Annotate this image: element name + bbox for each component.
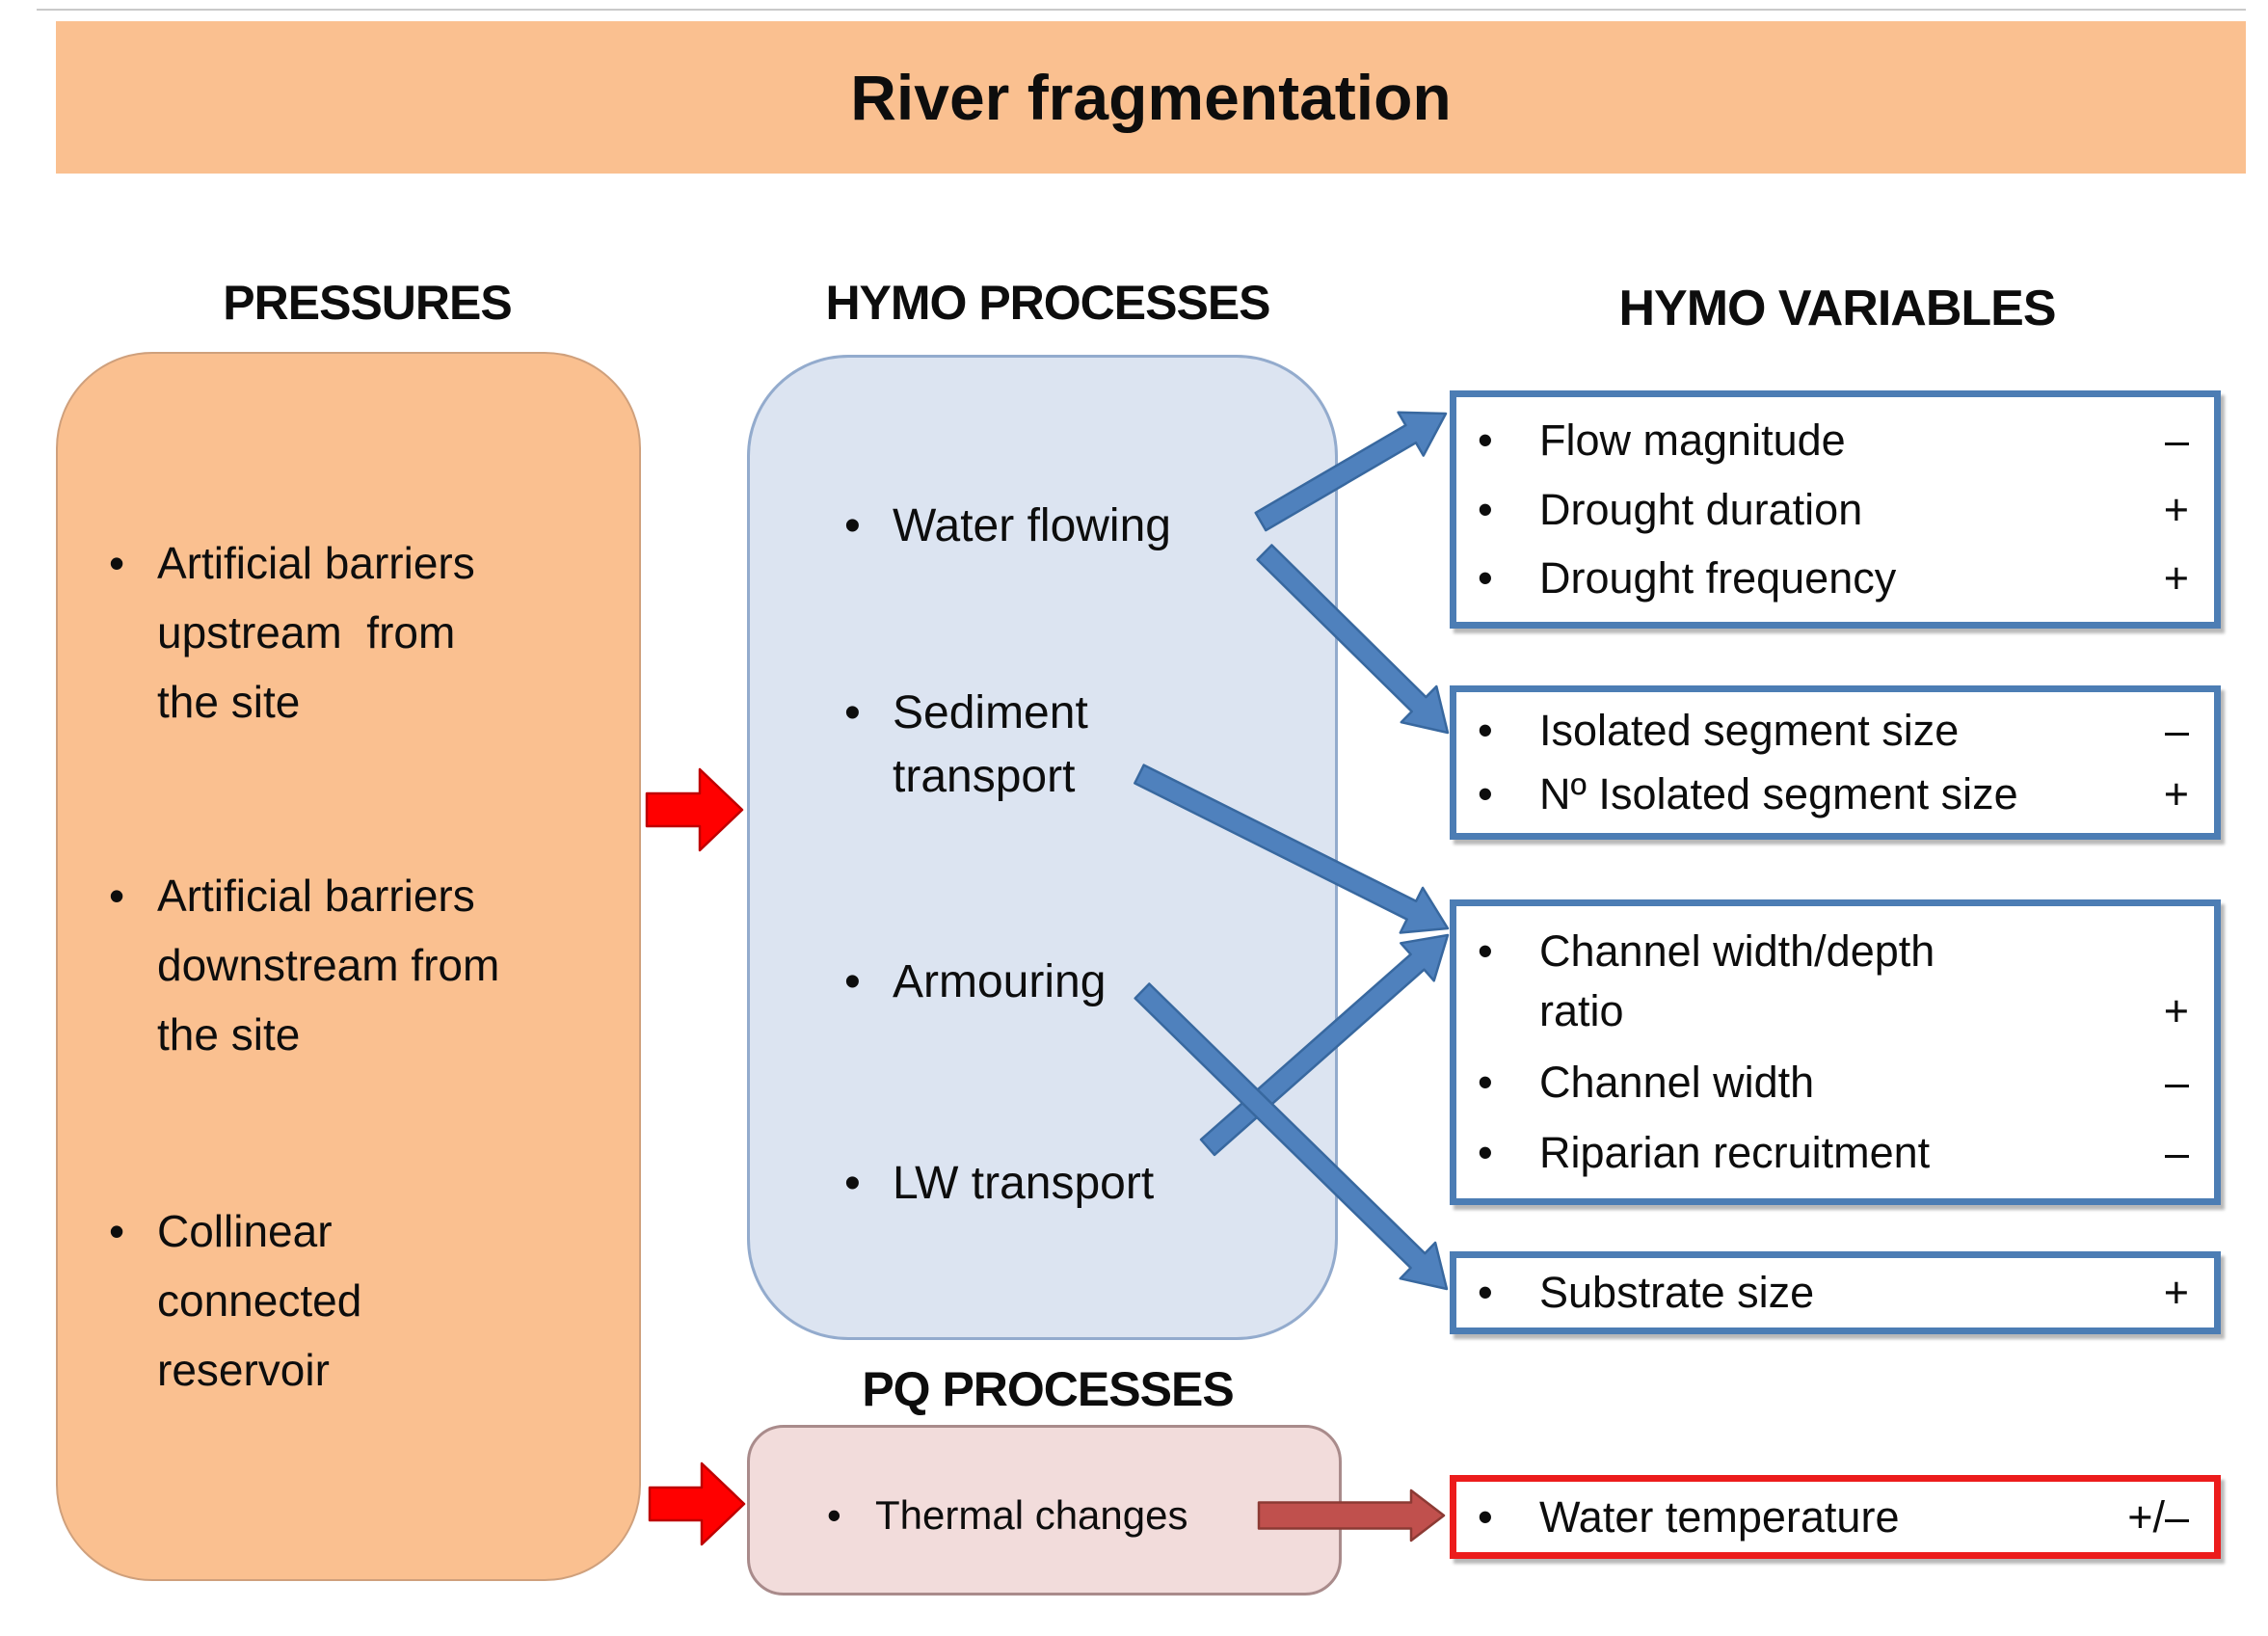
process-item-text: Water flowing [893,500,1171,551]
hymo-processes-box: Water flowing Sediment transport Armouri… [747,355,1338,1340]
variable-sign: – [2164,415,2189,465]
list-item: Artificial barriers downstream from the … [109,861,629,1069]
bullet-icon [1478,922,1539,981]
variable-label: Riparian recruitment [1539,1128,1931,1178]
bullet-icon [109,861,157,1069]
variable-row: Channel width/depth ratio + [1478,922,2189,1041]
bullet-icon [109,528,157,737]
slide-top-rule [37,9,2246,11]
variable-row: Channel width – [1478,1053,2189,1113]
variable-label: Drought frequency [1539,553,1897,603]
variable-sign: – [2164,705,2189,755]
variable-sign: +/– [2127,1491,2189,1542]
variable-sign: – [2164,1128,2189,1178]
bullet-icon [1478,1488,1539,1547]
pressure-item-text: Artificial barriers upstream from the si… [157,538,475,727]
hymo-variables-box-flow: Flow magnitude – Drought duration + Drou… [1450,390,2221,629]
water-temperature-box: Water temperature +/– [1450,1475,2221,1559]
bullet-icon [1478,701,1539,761]
bullet-icon [844,951,893,1014]
arrow-pressures-to-hymo-processes [645,767,744,852]
bullet-icon [844,682,893,809]
list-item: Sediment transport [844,682,1307,809]
variable-row: Riparian recruitment – [1478,1123,2189,1183]
variable-label: Channel width [1539,1057,1815,1107]
pq-item-text: Thermal changes [875,1492,1188,1538]
bullet-icon [827,1488,875,1543]
pressure-item-text: Collinear connected reservoir [157,1206,362,1395]
bullet-icon [1478,411,1539,470]
list-item: Artificial barriers upstream from the si… [109,528,629,737]
process-item-text: Armouring [893,956,1107,1007]
list-item: Thermal changes [827,1488,1309,1543]
variable-sign: + [2163,769,2189,819]
variable-row: Substrate size + [1478,1263,2189,1323]
bullet-icon [844,1152,893,1216]
pressures-header: PRESSURES [223,276,512,330]
variable-label: Channel width/depth ratio [1539,925,1935,1035]
bullet-icon [844,495,893,558]
variable-sign: + [2163,985,2189,1035]
variable-sign: + [2163,553,2189,603]
process-item-text: LW transport [893,1158,1155,1209]
variable-label: Isolated segment size [1539,705,1960,755]
title-bar: River fragmentation [56,21,2246,174]
pressures-box: Artificial barriers upstream from the si… [56,352,641,1581]
variable-label: Substrate size [1539,1268,1815,1317]
process-item-text: Sediment transport [893,687,1088,802]
hymo-processes-header: HYMO PROCESSES [825,276,1270,330]
pq-processes-header: PQ PROCESSES [862,1362,1234,1416]
variable-label: Nº Isolated segment size [1539,769,2018,819]
bullet-icon [109,1196,157,1405]
variable-row: Drought frequency + [1478,549,2189,608]
bullet-icon [1478,549,1539,608]
variable-label: Water temperature [1539,1491,1900,1542]
variable-row: Nº Isolated segment size + [1478,764,2189,824]
page-title: River fragmentation [850,62,1452,133]
list-item: Collinear connected reservoir [109,1196,629,1405]
list-item: Armouring [844,951,1307,1014]
list-item: LW transport [844,1152,1307,1216]
hymo-variables-header: HYMO VARIABLES [1618,281,2056,336]
variable-row: Flow magnitude – [1478,411,2189,470]
bullet-icon [1478,480,1539,540]
variable-label: Drought duration [1539,484,1863,534]
bullet-icon [1478,764,1539,824]
variable-sign: + [2163,1268,2189,1317]
bullet-icon [1478,1053,1539,1113]
variable-sign: + [2163,484,2189,534]
hymo-variables-box-substrate: Substrate size + [1450,1251,2221,1334]
pq-processes-box: Thermal changes [747,1425,1342,1596]
variable-row: Drought duration + [1478,480,2189,540]
hymo-variables-box-channel: Channel width/depth ratio + Channel widt… [1450,899,2221,1205]
hymo-variables-box-isolated: Isolated segment size – Nº Isolated segm… [1450,685,2221,840]
pressure-item-text: Artificial barriers downstream from the … [157,871,500,1059]
arrow-pressures-to-pq-processes [648,1462,746,1546]
bullet-icon [1478,1123,1539,1183]
list-item: Water flowing [844,495,1307,558]
variable-row: Water temperature +/– [1478,1488,2189,1547]
variable-sign: – [2164,1057,2189,1107]
variable-label: Flow magnitude [1539,415,1846,465]
variable-row: Isolated segment size – [1478,701,2189,761]
bullet-icon [1478,1263,1539,1323]
